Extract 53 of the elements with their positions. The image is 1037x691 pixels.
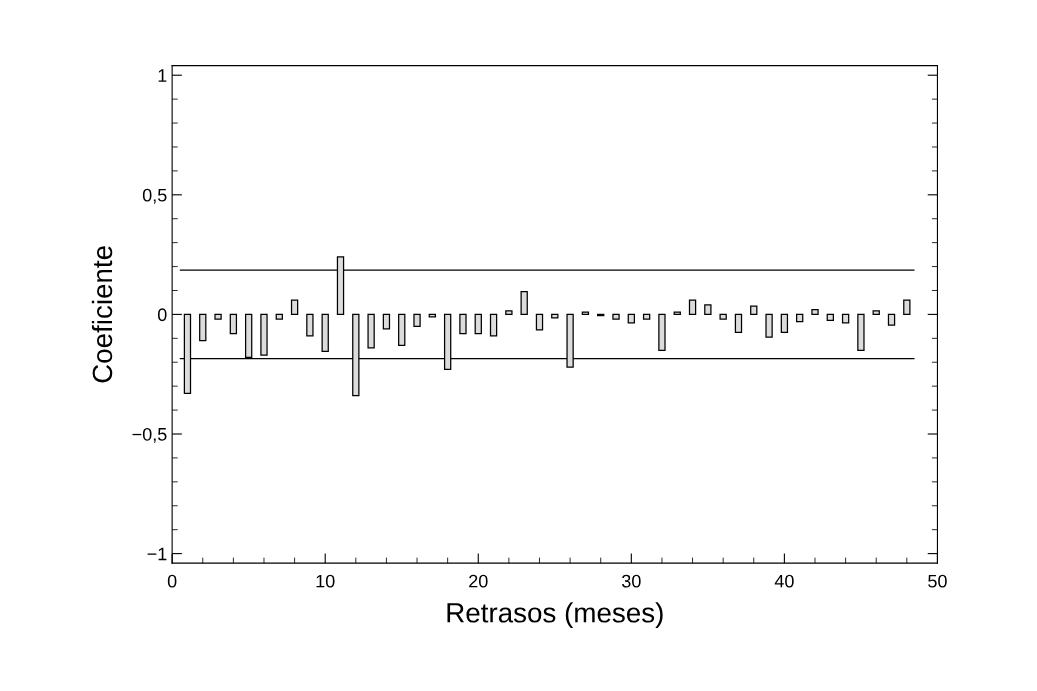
y-tick-label: 0 [157, 308, 167, 322]
y-axis-title: Coeficiente [91, 246, 113, 383]
bar [199, 313, 207, 342]
y-tick-label: 0,5 [142, 188, 167, 204]
bar [796, 313, 804, 323]
bar [581, 311, 590, 316]
x-tick-label: 50 [928, 574, 947, 588]
bar [719, 313, 727, 320]
bar [290, 299, 299, 316]
bar [734, 313, 743, 333]
bar [704, 304, 712, 316]
bar [505, 310, 513, 316]
bar [382, 313, 391, 330]
bar [826, 313, 834, 322]
bar [214, 313, 222, 320]
bar [903, 299, 911, 316]
bar [321, 313, 329, 353]
bar [872, 310, 880, 316]
bar [780, 313, 789, 333]
bar [642, 313, 651, 320]
bar [275, 313, 283, 320]
bar [857, 313, 865, 351]
x-tick-label: 30 [621, 574, 641, 588]
bar [688, 299, 697, 316]
bar [520, 291, 528, 316]
bar [535, 313, 544, 331]
bar [765, 313, 773, 338]
bar [673, 311, 681, 316]
bar [459, 313, 467, 335]
x-tick-label: 40 [774, 574, 794, 588]
x-axis-title: Retrasos (meses) [447, 602, 663, 629]
y-tick-label: 1 [158, 69, 167, 82]
bar [841, 313, 850, 324]
bar [229, 313, 238, 335]
bar [398, 313, 406, 347]
bar [612, 313, 620, 320]
bar [474, 313, 482, 335]
x-tick-label: 0 [167, 574, 177, 588]
bar [627, 313, 636, 324]
bar [551, 313, 559, 319]
bar [750, 305, 758, 316]
bar [811, 308, 819, 316]
bar [489, 313, 498, 337]
bar [306, 313, 314, 337]
x-tick-label: 20 [469, 574, 488, 588]
bar [413, 313, 421, 327]
x-tick-label: 10 [316, 574, 335, 588]
bar [887, 313, 896, 326]
bar [658, 313, 666, 351]
bar [367, 313, 375, 349]
y-tick-label: −1 [147, 547, 167, 561]
bar [260, 313, 268, 356]
y-tick-label: −0,5 [132, 427, 167, 443]
